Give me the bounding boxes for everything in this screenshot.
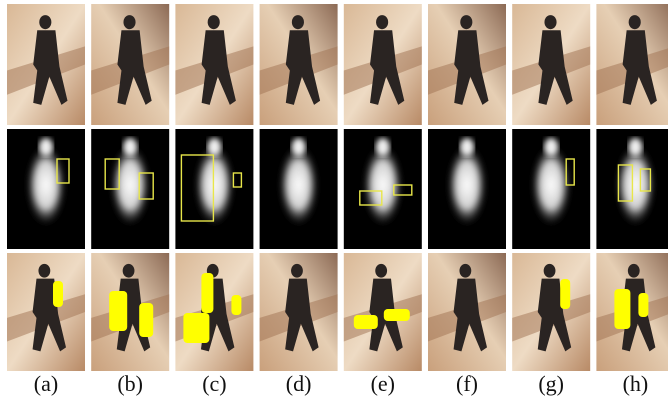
body (370, 30, 405, 105)
detection-box (617, 164, 634, 202)
detection-box (393, 184, 413, 196)
body (285, 30, 321, 105)
body (537, 278, 572, 352)
highlight-region (183, 313, 210, 343)
head (38, 263, 51, 278)
mask-body (278, 147, 319, 231)
panel-label: (h) (623, 371, 649, 396)
body (454, 30, 489, 105)
body (201, 30, 236, 105)
body (622, 30, 657, 105)
mask-head (123, 138, 138, 156)
mask-head (39, 138, 53, 156)
mask-body (615, 147, 656, 231)
head (39, 15, 52, 30)
column: (b) (91, 4, 170, 396)
detection-box (565, 158, 575, 186)
head (543, 263, 556, 278)
head (376, 15, 389, 30)
mask-body (110, 147, 151, 231)
body (285, 278, 319, 352)
body (453, 278, 487, 352)
detection-box (359, 190, 383, 206)
highlight-region (139, 303, 154, 337)
mask-body (531, 147, 572, 231)
highlight-region (109, 291, 128, 331)
highlight-region (353, 315, 378, 329)
column: (d) (259, 4, 338, 396)
column: (e) (343, 4, 422, 396)
mask-head (460, 138, 474, 156)
head (291, 15, 304, 30)
mask-head (628, 138, 643, 156)
detection-box (104, 158, 120, 190)
detection-box (56, 158, 70, 184)
panel-label: (g) (538, 371, 564, 396)
mask-head (375, 138, 390, 156)
head (291, 263, 303, 278)
column: (g) (512, 4, 591, 396)
highlight-region (614, 289, 631, 329)
panel-label: (d) (286, 371, 312, 396)
panel-label: (c) (202, 371, 226, 396)
head (628, 15, 641, 30)
column: (c) (175, 4, 254, 396)
head (122, 263, 135, 278)
mask-body (26, 147, 66, 231)
head (123, 15, 136, 30)
body (32, 278, 66, 352)
mask-body (362, 147, 403, 231)
column: (a) (7, 4, 85, 396)
detection-box (639, 168, 652, 192)
head (544, 15, 557, 30)
detection-box (232, 172, 243, 188)
head (459, 263, 472, 278)
body (117, 30, 152, 105)
highlight-region (201, 273, 214, 313)
highlight-region (383, 309, 410, 321)
panel-label: (e) (371, 371, 395, 396)
body (33, 30, 68, 105)
highlight-region (231, 295, 242, 315)
panel-label: (b) (117, 371, 143, 396)
mask-body (447, 147, 487, 231)
panel-label: (a) (34, 371, 58, 396)
mask-head (207, 138, 222, 156)
head (627, 263, 640, 278)
head (207, 15, 220, 30)
mask-head (291, 138, 306, 156)
column: (f) (428, 4, 506, 396)
mask-head (544, 138, 559, 156)
mask-body (194, 147, 235, 231)
head (375, 263, 388, 278)
head (460, 15, 473, 30)
detection-box (138, 172, 154, 200)
highlight-region (638, 293, 649, 317)
column: (h) (596, 4, 668, 396)
highlight-region (53, 281, 63, 307)
detection-box (180, 154, 215, 222)
panel-label: (f) (456, 371, 478, 396)
highlight-region (560, 279, 571, 309)
body (538, 30, 573, 105)
